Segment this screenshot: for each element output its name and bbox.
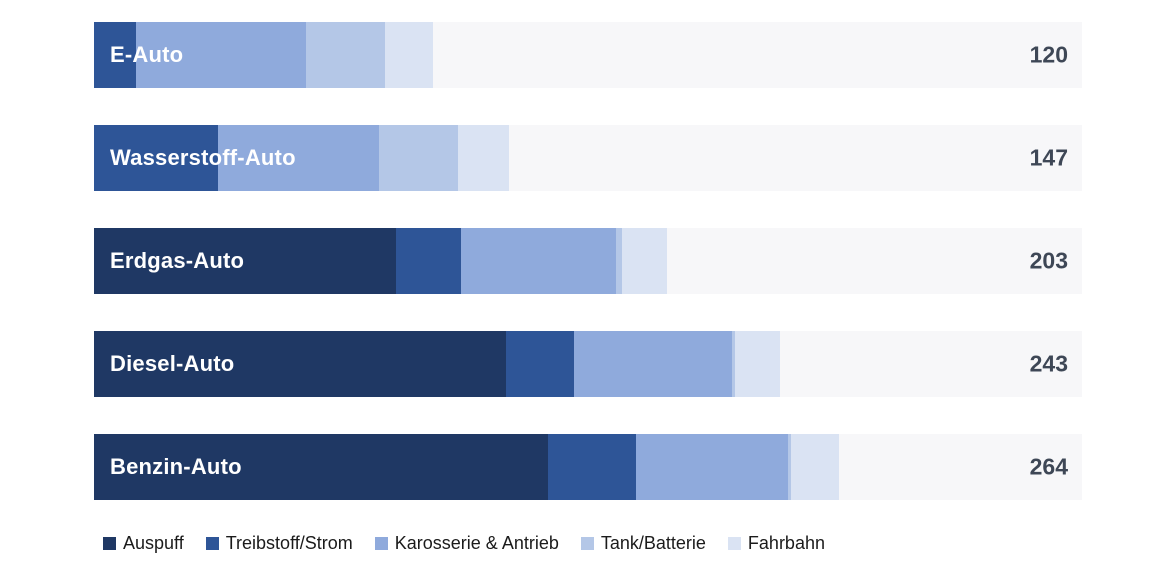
segment-karosserie-antrieb: [218, 125, 380, 191]
segment-karosserie-antrieb: [635, 434, 789, 500]
bar-track: [94, 22, 1082, 88]
segment-tank-batterie: [305, 22, 385, 88]
category-label: E-Auto: [110, 42, 184, 67]
legend-label: Treibstoff/Strom: [225, 533, 353, 553]
legend-label: Tank/Batterie: [600, 533, 706, 553]
total-value-label: 243: [1029, 350, 1068, 377]
legend-swatch-icon: [727, 537, 741, 550]
bar-row: Erdgas-Auto 203: [94, 228, 1082, 294]
legend-swatch-icon: [374, 537, 388, 550]
segment-tank-batterie: [616, 228, 622, 294]
segment-fahrbahn: [384, 22, 433, 88]
segment-tank-batterie: [379, 125, 459, 191]
legend-item-fahrbahn: Fahrbahn: [727, 533, 825, 554]
legend-swatch-icon: [580, 537, 594, 550]
total-value-label: 203: [1029, 247, 1068, 274]
segment-treibstoff-strom: [396, 228, 461, 294]
legend-item-treibstoff-strom: Treibstoff/Strom: [205, 533, 353, 554]
legend-label: Karosserie & Antrieb: [394, 533, 559, 553]
legend-item-tank-batterie: Tank/Batterie: [580, 533, 706, 554]
segment-auspuff: [94, 434, 549, 500]
bar-track: [94, 434, 1082, 500]
legend-swatch-icon: [205, 537, 219, 550]
segment-treibstoff-strom: [548, 434, 636, 500]
segment-karosserie-antrieb: [136, 22, 306, 88]
category-label: Benzin-Auto: [110, 454, 242, 479]
category-label: Diesel-Auto: [110, 351, 235, 376]
segment-treibstoff-strom: [506, 331, 574, 397]
segment-treibstoff-strom: [94, 22, 137, 88]
segment-treibstoff-strom: [94, 125, 219, 191]
segment-fahrbahn: [734, 331, 780, 397]
bar-row: Benzin-Auto 264: [94, 434, 1082, 500]
bar-row: Diesel-Auto 243: [94, 331, 1082, 397]
segment-auspuff: [94, 228, 397, 294]
segment-fahrbahn: [791, 434, 840, 500]
total-value-label: 147: [1029, 144, 1068, 171]
segment-tank-batterie: [731, 331, 735, 397]
segment-karosserie-antrieb: [573, 331, 732, 397]
legend: Auspuff Treibstoff/Strom Karosserie & Antr…: [103, 533, 825, 554]
category-label: Erdgas-Auto: [110, 248, 245, 273]
category-label: Wasserstoff-Auto: [110, 145, 296, 170]
legend-label: Auspuff: [123, 533, 184, 553]
bar-track: [94, 125, 1082, 191]
segment-fahrbahn: [458, 125, 509, 191]
segment-tank-batterie: [788, 434, 792, 500]
bar-row: E-Auto 120: [94, 22, 1082, 88]
segment-auspuff: [94, 331, 507, 397]
legend-swatch-icon: [103, 537, 116, 550]
legend-item-karosserie-antrieb: Karosserie & Antrieb: [374, 533, 559, 554]
bar-row: Wasserstoff-Auto 147: [94, 125, 1082, 191]
legend-item-auspuff: Auspuff: [103, 533, 184, 554]
legend-label: Fahrbahn: [747, 533, 825, 553]
total-value-label: 120: [1029, 41, 1068, 68]
segment-fahrbahn: [621, 228, 667, 294]
bar-track: [94, 331, 1082, 397]
segment-karosserie-antrieb: [460, 228, 617, 294]
bar-track: [94, 228, 1082, 294]
total-value-label: 264: [1029, 453, 1068, 480]
